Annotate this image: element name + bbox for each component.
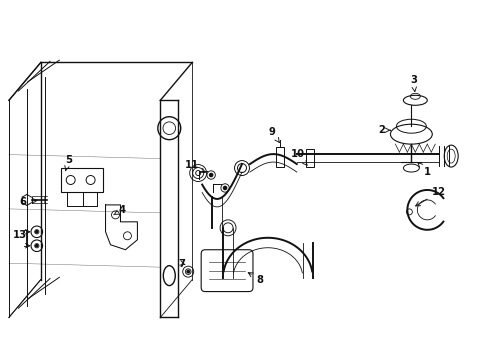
Circle shape (36, 244, 38, 247)
Circle shape (35, 244, 39, 248)
Text: 9: 9 (268, 127, 279, 143)
Text: 1: 1 (417, 163, 430, 177)
Circle shape (186, 270, 189, 273)
Text: 2: 2 (377, 125, 390, 135)
Text: 13: 13 (13, 230, 27, 240)
Bar (275, 147, 283, 167)
Bar (305, 149, 313, 167)
Text: 6: 6 (20, 197, 37, 207)
Text: 4: 4 (114, 205, 126, 215)
Text: 7: 7 (179, 259, 185, 269)
Text: 3: 3 (409, 75, 416, 91)
Text: 10: 10 (290, 149, 306, 165)
Text: 8: 8 (248, 273, 263, 285)
Circle shape (209, 174, 212, 177)
Circle shape (35, 230, 39, 234)
Circle shape (36, 231, 38, 233)
Text: 11: 11 (184, 160, 205, 172)
Bar (61, 168, 102, 192)
Circle shape (223, 186, 226, 190)
Text: 5: 5 (65, 155, 72, 171)
Text: 12: 12 (415, 187, 446, 206)
